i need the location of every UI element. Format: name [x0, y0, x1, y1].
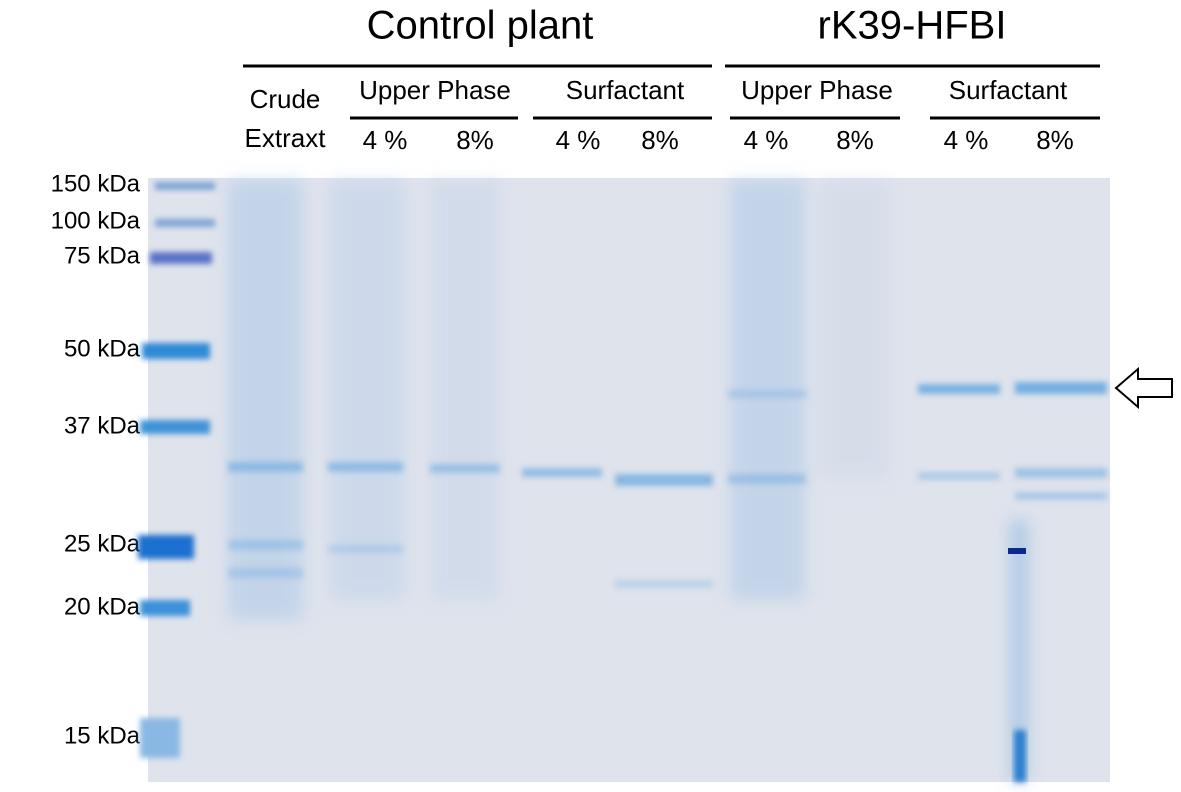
marker-label: 100 kDa [51, 207, 141, 234]
lane-label: 4 % [944, 125, 989, 155]
subgroup-label: Surfactant [566, 75, 685, 105]
marker-label: 150 kDa [51, 170, 141, 197]
subgroup-label: Surfactant [949, 75, 1068, 105]
lane-label: 8% [1036, 125, 1074, 155]
lane-label: Extraxt [245, 123, 327, 153]
gel [138, 178, 1110, 782]
subgroup-label: Upper Phase [359, 75, 511, 105]
lane-label: 8% [641, 125, 679, 155]
marker-label: 37 kDa [64, 412, 141, 439]
marker-label: 25 kDa [64, 530, 141, 557]
marker-label: 75 kDa [64, 242, 141, 269]
lane-label: 4 % [744, 125, 789, 155]
group-label: rK39-HFBI [818, 4, 1007, 48]
group-label: Control plant [367, 4, 594, 48]
lane-label: 8% [456, 125, 494, 155]
arrow [1114, 366, 1173, 410]
marker-label: 15 kDa [64, 722, 141, 749]
marker-label: 20 kDa [64, 593, 141, 620]
subgroup-label: Upper Phase [741, 75, 893, 105]
lane-label: 4 % [556, 125, 601, 155]
marker-label: 50 kDa [64, 335, 141, 362]
artifact [1008, 548, 1026, 554]
lane-label: 8% [836, 125, 874, 155]
lane-label: 4 % [363, 125, 408, 155]
lane-label: Crude [250, 84, 321, 114]
